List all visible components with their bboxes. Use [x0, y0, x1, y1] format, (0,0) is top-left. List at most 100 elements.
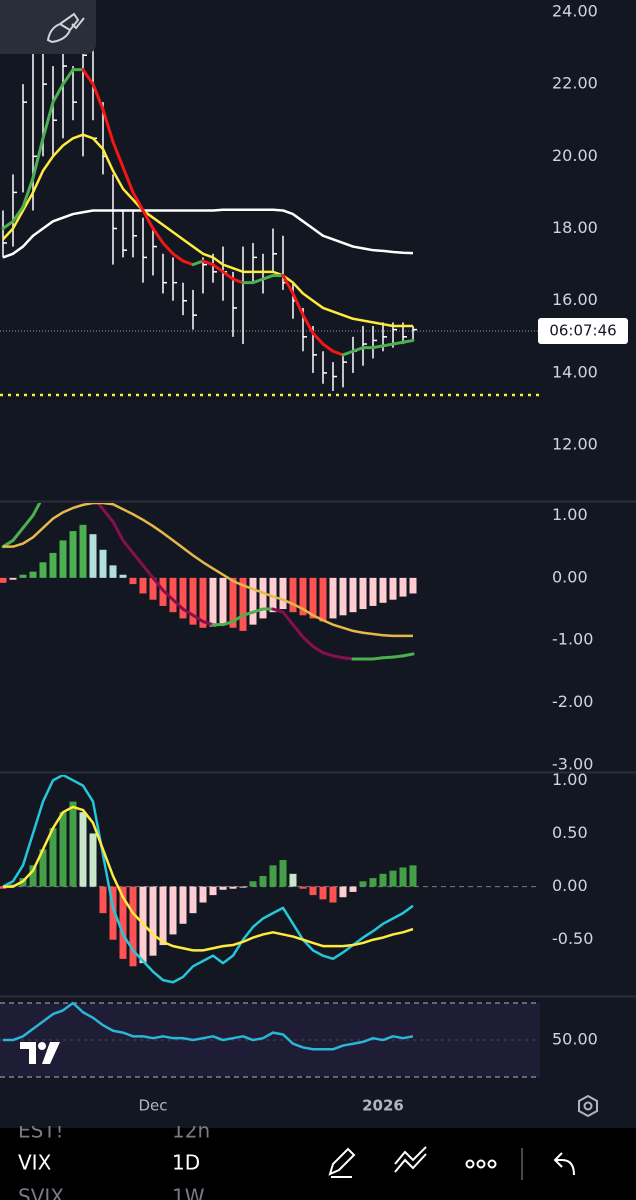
indicator-segment — [201, 620, 215, 627]
indicator-segment — [391, 654, 405, 659]
histogram-bar — [199, 886, 207, 903]
time-label: 2026 — [362, 1097, 404, 1115]
indicator-segment — [371, 656, 385, 661]
histogram-bar — [19, 574, 27, 578]
histogram-bar — [49, 552, 57, 578]
interval: 1W — [172, 1185, 205, 1200]
histogram-bar — [239, 886, 247, 888]
histogram-bar — [169, 886, 177, 935]
symbol-list[interactable]: EST! 12h VIX 1D SVIX 1W — [18, 1119, 210, 1200]
indicator-line — [3, 503, 413, 638]
indicator-segment — [271, 607, 285, 614]
histogram-bar — [359, 577, 367, 610]
dot — [487, 1159, 497, 1169]
indicator-segment — [301, 635, 315, 648]
histogram-bar — [339, 577, 347, 616]
histogram-bar — [169, 577, 177, 613]
histogram-bar — [309, 886, 317, 896]
indicator-line — [3, 1001, 414, 1051]
undo-button[interactable] — [553, 1152, 575, 1176]
indicator-segment — [401, 652, 415, 658]
time-label: Dec — [138, 1097, 167, 1115]
indicator-segment — [231, 613, 245, 624]
interval: 1D — [172, 1151, 200, 1175]
histogram-bar — [199, 577, 207, 628]
pencil-icon — [328, 1147, 356, 1178]
histogram-bar — [219, 577, 227, 625]
settings-button[interactable] — [578, 1094, 598, 1118]
histogram-bar — [299, 577, 307, 616]
histogram-bar — [99, 886, 107, 914]
indicator-line — [2, 208, 414, 259]
indicator-line — [2, 775, 414, 984]
drawing-tool-button[interactable] — [0, 0, 96, 54]
histogram-bar — [79, 812, 87, 887]
indicator-segment — [31, 503, 42, 517]
histogram-bar — [279, 577, 287, 610]
histogram-bar — [149, 886, 157, 956]
histogram-bar — [119, 886, 127, 959]
pencil-button[interactable] — [328, 1147, 356, 1178]
y-tick-label: 18.00 — [552, 218, 598, 237]
indicator-segment — [351, 346, 365, 353]
y-tick-label: 0.00 — [552, 876, 588, 895]
button-bg — [0, 0, 96, 54]
histogram-bar — [119, 574, 127, 578]
histogram-bar — [329, 577, 337, 619]
histogram-bar — [329, 886, 337, 903]
indicator-segment — [301, 313, 315, 335]
histogram-bar — [149, 577, 157, 600]
price-axis: 06:07:46 24.00 22.00 20.00 18.00 16.00 14.00 12… — [538, 1, 628, 1049]
y-tick-label: 1.00 — [552, 505, 588, 524]
line-tools-icon — [394, 1146, 427, 1173]
line-tools-button[interactable] — [394, 1146, 427, 1173]
more-button[interactable] — [465, 1159, 497, 1169]
settings-icon — [578, 1094, 598, 1118]
y-tick-label: 50.00 — [552, 1030, 598, 1049]
indicator-segment — [241, 610, 255, 617]
histogram-bar — [79, 524, 87, 578]
indicator-segment — [321, 342, 335, 353]
y-tick-label: -1.00 — [552, 630, 593, 649]
histogram-bar — [279, 860, 287, 887]
dot — [465, 1159, 475, 1169]
histogram-bar — [349, 577, 357, 613]
indicator-segment — [211, 263, 225, 274]
indicator-segment — [31, 136, 45, 180]
y-tick-label: 0.50 — [552, 823, 588, 842]
histogram-bar — [179, 886, 187, 924]
indicator-segment — [171, 252, 185, 263]
histogram-bar — [29, 571, 37, 578]
histogram-bar — [129, 577, 137, 585]
histogram-bar — [389, 577, 397, 600]
histogram-bar — [269, 577, 277, 613]
indicator-segment — [101, 507, 115, 524]
histogram-bar — [349, 886, 357, 892]
indicator-segment — [191, 613, 205, 624]
indicator-segment — [141, 563, 155, 580]
indicator-segment — [261, 273, 275, 281]
histogram-bar — [299, 886, 307, 889]
histogram-bar — [69, 531, 77, 578]
countdown-label: 06:07:46 — [549, 322, 616, 340]
histogram-bar — [379, 873, 387, 887]
histogram-bar — [289, 577, 297, 613]
logo-shape — [20, 1042, 36, 1064]
histogram-bar — [69, 801, 77, 887]
settings-icon — [583, 1101, 593, 1111]
histogram-bar — [249, 577, 257, 625]
histogram-bar — [289, 873, 297, 887]
y-tick-label: -2.00 — [552, 692, 593, 711]
indicator-segment — [151, 227, 165, 245]
symbol: VIX — [18, 1151, 52, 1175]
histogram-bar — [9, 577, 17, 580]
indicator-segment — [161, 588, 175, 602]
indicator-line — [3, 805, 414, 952]
indicator-line — [2, 133, 413, 328]
undo-icon — [553, 1152, 575, 1176]
histogram-bar — [409, 577, 417, 594]
histogram-bar — [0, 577, 7, 583]
histogram-bar — [139, 577, 147, 594]
interval: 12h — [172, 1119, 210, 1143]
histogram-bar — [369, 577, 377, 606]
